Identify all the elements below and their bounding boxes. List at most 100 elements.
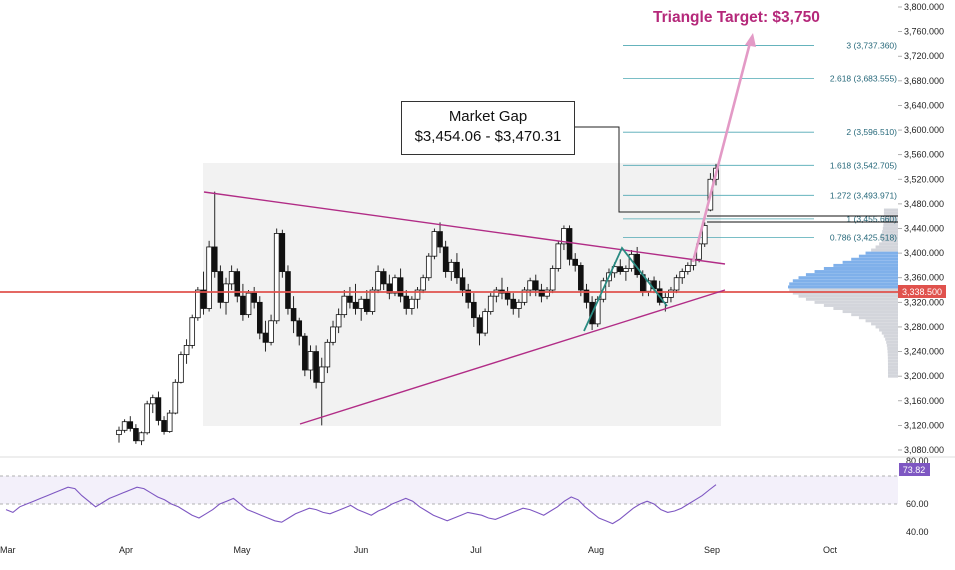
volume-profile-bar xyxy=(883,223,898,227)
time-tick-label: Jun xyxy=(354,545,369,555)
volume-profile-bar xyxy=(851,257,898,261)
candle-body xyxy=(133,428,139,442)
volume-profile-bar xyxy=(871,248,898,252)
triangle-upper-line xyxy=(203,191,726,265)
volume-profile-bar xyxy=(887,368,898,372)
price-tick-label: 3,120.000 xyxy=(904,420,944,430)
volume-profile-bar xyxy=(887,350,898,354)
volume-profile-bar xyxy=(814,300,898,304)
candle-body xyxy=(257,301,263,334)
candle-body xyxy=(302,335,308,371)
candle-body xyxy=(296,320,303,337)
volume-profile-bar xyxy=(887,362,898,366)
volume-profile-bar xyxy=(887,371,898,375)
price-tick-label: 3,080.000 xyxy=(904,445,944,455)
volume-profile-bar xyxy=(871,322,898,326)
candle-body xyxy=(532,280,539,291)
candle-body xyxy=(454,261,460,279)
candle-body xyxy=(189,317,196,346)
candle-body xyxy=(397,277,404,297)
price-tick-label: 3,480.000 xyxy=(904,199,944,209)
volume-profile xyxy=(788,208,898,378)
target-arrowhead xyxy=(745,33,756,47)
price-tick-label: 3,360.000 xyxy=(904,273,944,283)
volume-profile-bar xyxy=(881,239,898,243)
candle-body xyxy=(183,345,190,356)
candle-body xyxy=(138,432,145,442)
fib-label: 1.272 (3,493.971) xyxy=(830,190,897,200)
candle-body xyxy=(217,271,224,303)
volume-profile-bar xyxy=(842,260,898,264)
candle-body xyxy=(386,283,393,294)
time-tick-label: Mar xyxy=(0,545,16,555)
candle-body xyxy=(504,292,511,300)
fib-label: 2 (3,596.510) xyxy=(846,127,897,137)
candle-body xyxy=(330,326,336,343)
volume-profile-bar xyxy=(789,282,898,286)
volume-profile-bar xyxy=(881,331,898,335)
fib-label: 1.618 (3,542.705) xyxy=(830,160,897,170)
candle-body xyxy=(572,258,578,266)
candle-body xyxy=(623,268,629,272)
rsi-tick-label: 80.00 xyxy=(906,456,929,466)
volume-profile-bar xyxy=(883,334,898,338)
price-tick-label: 3,680.000 xyxy=(904,76,944,86)
target-arrow xyxy=(691,38,753,263)
candle-body xyxy=(228,271,235,285)
candle-body xyxy=(273,233,280,322)
volume-profile-bar xyxy=(865,319,898,323)
price-tick-label: 3,200.000 xyxy=(904,371,944,381)
candle-body xyxy=(493,289,500,297)
candle-body xyxy=(352,301,359,309)
volume-profile-bar xyxy=(875,325,898,329)
volume-profile-bar xyxy=(887,346,898,350)
candle-body xyxy=(234,271,241,297)
triangle-target-label: Triangle Target: $3,750 xyxy=(653,9,820,26)
volume-profile-bar xyxy=(789,288,898,292)
candle-body xyxy=(482,311,488,334)
volume-profile-bar xyxy=(887,374,898,378)
candle-body xyxy=(223,283,229,303)
rsi-line xyxy=(5,484,717,525)
volume-profile-bar xyxy=(823,303,898,307)
candle-body xyxy=(561,228,567,245)
volume-profile-bar xyxy=(875,245,898,249)
candle-body xyxy=(437,231,443,248)
price-tick-label: 3,160.000 xyxy=(904,396,944,406)
candle-body xyxy=(538,289,545,297)
candle-body xyxy=(206,246,212,309)
rsi-tick-label: 40.00 xyxy=(906,527,929,537)
candle-body xyxy=(701,225,708,245)
fib-levels: 3 (3,737.360) 2.618 (3,683.555) 2 (3,596.5… xyxy=(623,41,897,242)
price-badge-text: 3,338.500 xyxy=(902,287,942,297)
candle-body xyxy=(313,351,319,383)
volume-profile-bar xyxy=(887,359,898,363)
candle-body xyxy=(409,298,415,309)
price-tick-label: 3,240.000 xyxy=(904,347,944,357)
price-tick-label: 3,440.000 xyxy=(904,224,944,234)
candle-body xyxy=(155,397,162,421)
candle-body xyxy=(290,308,297,322)
price-axis: 3,800.000 3,760.000 3,720.000 3,680.000 3,64… xyxy=(898,2,944,455)
time-tick-label: Apr xyxy=(119,545,133,555)
rsi-band xyxy=(0,476,898,504)
price-tick-label: 3,600.000 xyxy=(904,125,944,135)
candle-body xyxy=(116,429,122,436)
rsi-badge xyxy=(899,463,930,476)
volume-profile-bar xyxy=(879,328,898,332)
volume-profile-bar xyxy=(881,233,898,237)
candle-body xyxy=(121,421,128,431)
candle-body xyxy=(172,381,179,414)
candle-body xyxy=(555,243,562,269)
candle-body xyxy=(285,271,291,309)
volume-profile-bar xyxy=(805,273,898,277)
time-tick-label: Aug xyxy=(588,545,604,555)
candle-body xyxy=(510,298,517,309)
candle-body xyxy=(240,295,246,316)
price-tick-label: 3,520.000 xyxy=(904,174,944,184)
candle-body xyxy=(251,292,257,303)
candles xyxy=(116,163,719,446)
candle-body xyxy=(279,233,286,272)
candle-body xyxy=(578,265,584,291)
